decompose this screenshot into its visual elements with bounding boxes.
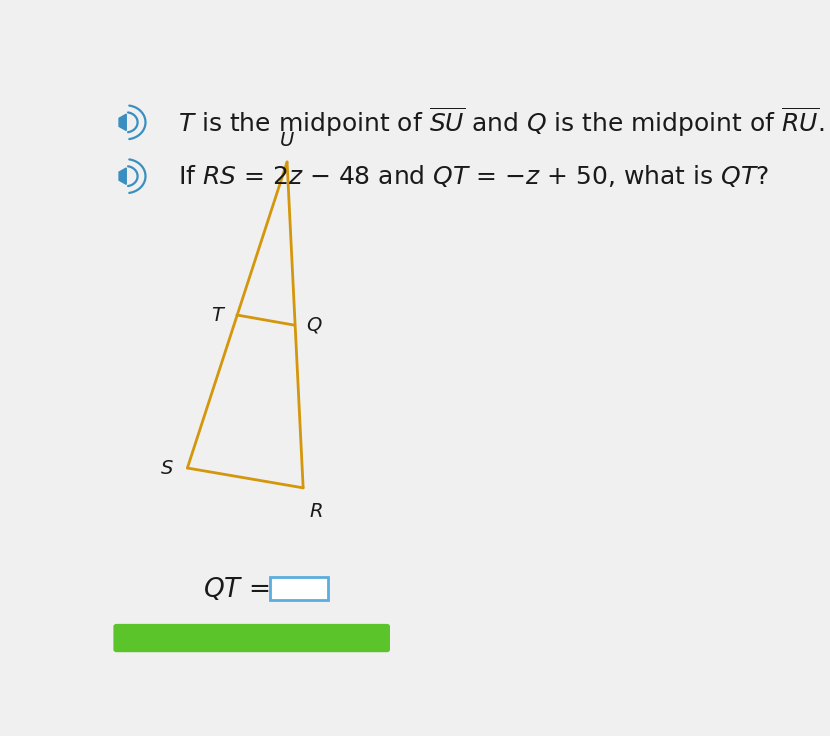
Text: R: R [310,502,323,521]
FancyBboxPatch shape [270,577,328,600]
Text: $\mathit{T}$ is the midpoint of $\overline{SU}$ and $\mathit{Q}$ is the midpoint: $\mathit{T}$ is the midpoint of $\overli… [178,106,824,139]
FancyBboxPatch shape [114,624,390,652]
Text: S: S [161,459,173,478]
Text: T: T [211,305,222,325]
Text: Q: Q [306,316,322,335]
Polygon shape [119,168,126,184]
Polygon shape [119,114,126,130]
Text: $\mathit{QT}$ =: $\mathit{QT}$ = [203,576,270,604]
Text: U: U [280,130,294,149]
Text: If $\mathit{RS}$ = 2$\mathit{z}$ $-$ 48 and $\mathit{QT}$ = $-\mathit{z}$ + 50, : If $\mathit{RS}$ = 2$\mathit{z}$ $-$ 48 … [178,163,769,189]
